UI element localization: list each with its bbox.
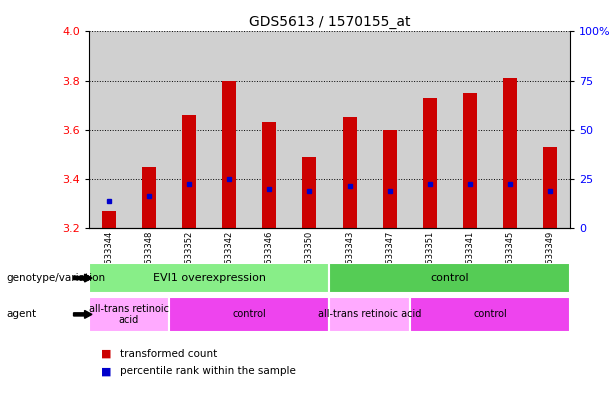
Bar <box>330 263 570 293</box>
Text: ■: ■ <box>101 366 112 376</box>
Bar <box>383 130 397 228</box>
Bar <box>262 122 276 228</box>
Bar <box>169 31 209 228</box>
Bar <box>503 78 517 228</box>
Bar <box>463 93 477 228</box>
Bar <box>249 31 289 228</box>
Text: control: control <box>232 309 266 320</box>
Text: genotype/variation: genotype/variation <box>6 273 105 283</box>
Bar <box>89 263 330 293</box>
Bar <box>102 211 116 228</box>
Bar <box>423 98 436 228</box>
Bar <box>89 31 129 228</box>
Bar <box>89 297 169 332</box>
Text: all-trans retinoic acid: all-trans retinoic acid <box>318 309 421 320</box>
Text: transformed count: transformed count <box>120 349 217 359</box>
Bar <box>530 31 570 228</box>
Bar <box>223 81 236 228</box>
Bar <box>409 31 450 228</box>
Bar <box>330 297 409 332</box>
Bar <box>543 147 557 228</box>
Bar <box>490 31 530 228</box>
Bar <box>289 31 330 228</box>
Bar <box>209 31 249 228</box>
Bar <box>142 167 156 228</box>
Text: control: control <box>430 273 469 283</box>
Text: ■: ■ <box>101 349 112 359</box>
Bar <box>182 115 196 228</box>
Bar <box>409 297 570 332</box>
Text: percentile rank within the sample: percentile rank within the sample <box>120 366 295 376</box>
Text: all-trans retinoic
acid: all-trans retinoic acid <box>89 304 169 325</box>
Bar <box>370 31 409 228</box>
Bar <box>129 31 169 228</box>
Text: agent: agent <box>6 309 36 320</box>
Bar <box>450 31 490 228</box>
Bar <box>169 297 330 332</box>
Text: EVI1 overexpression: EVI1 overexpression <box>153 273 265 283</box>
Bar <box>302 157 316 228</box>
Bar <box>343 118 357 228</box>
Text: control: control <box>473 309 507 320</box>
Bar <box>330 31 370 228</box>
Title: GDS5613 / 1570155_at: GDS5613 / 1570155_at <box>249 15 410 29</box>
